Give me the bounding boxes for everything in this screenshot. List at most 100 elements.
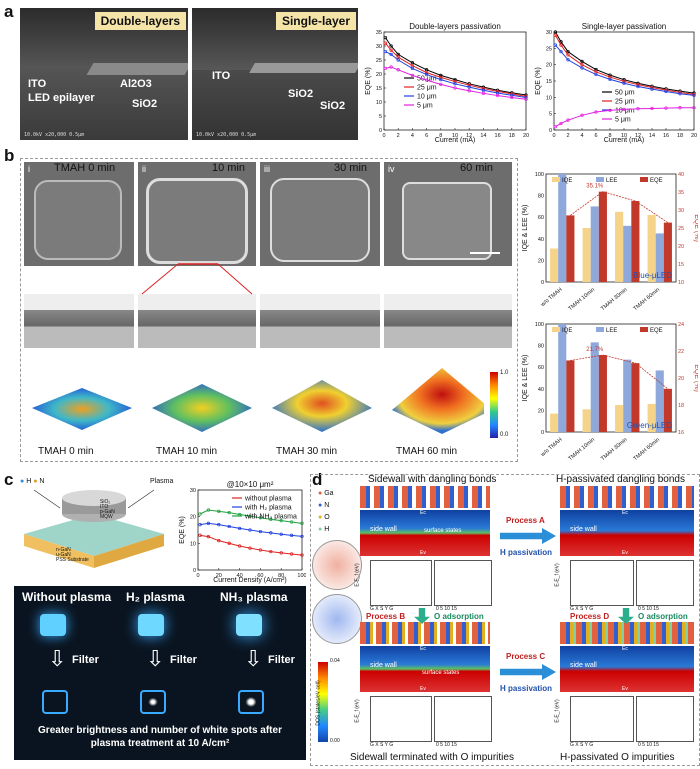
sem-roman-2: iii — [264, 164, 270, 174]
chip-inner-30 — [270, 178, 370, 262]
bar-EQE-2 — [631, 201, 640, 282]
legend-label-2: EQE — [650, 328, 663, 334]
dft-tr-dos — [636, 560, 694, 606]
dft-br-dos — [636, 696, 694, 742]
layer-4: n-GaN — [56, 547, 71, 553]
ylabel-tr: E-E_f (eV) — [554, 563, 561, 587]
filtered-0 — [42, 690, 68, 714]
dft-tl-states: surface states — [424, 528, 462, 534]
category-label-0: w/o TMAH — [539, 287, 563, 309]
series-point-0 — [289, 552, 294, 556]
sem-label-sio2-a: SiO2 — [288, 88, 314, 100]
series-point-0 — [269, 549, 273, 554]
series-point-1 — [553, 33, 558, 37]
x-tick-label: 18 — [677, 133, 683, 139]
y-tick-label: 15 — [546, 79, 552, 85]
dft-bl-band — [360, 646, 490, 692]
series-point-3 — [580, 113, 584, 117]
filter-arrow-2-icon: ⇩ — [244, 646, 263, 671]
series-line-0 — [200, 534, 303, 556]
sem-label-sio2: SiO2 — [132, 98, 158, 110]
filter-label-2: Filter — [268, 654, 295, 666]
cross-section-60 — [384, 294, 512, 348]
dft-tl-dos — [434, 560, 492, 606]
series-point-2 — [559, 49, 563, 54]
sem-meta-left: 10.0kV x20,000 0.5µm — [24, 132, 85, 138]
legend-label-1: LEE — [606, 328, 617, 334]
dft-tl-bands — [370, 560, 432, 606]
bar-IQE-2 — [615, 211, 624, 282]
dos-max: 0.04 — [330, 658, 340, 664]
category-label-2: TMAH 30min — [600, 437, 628, 462]
panel-a-letter: a — [4, 2, 14, 21]
series-line-2 — [199, 509, 303, 524]
x-tick-label: 14 — [480, 133, 486, 139]
emis-title-0: Without plasma — [22, 590, 112, 604]
crystal-zoom-2 — [312, 594, 362, 644]
x-tick-label: 14 — [649, 133, 655, 139]
layer-1: ITO — [100, 504, 109, 510]
series-point-2 — [664, 89, 668, 94]
dft-bl-ev: Ev — [420, 686, 426, 692]
series-point-2 — [608, 77, 612, 82]
colorbar-max: 1.0 — [500, 370, 509, 376]
sem-layer-al2o3 — [86, 63, 188, 75]
series-point-2 — [258, 516, 263, 520]
eqe-annotation: 21.7% — [586, 347, 604, 353]
y-tick-label: 0 — [549, 128, 552, 134]
dft-bl-bands — [370, 696, 432, 742]
series-line-1 — [200, 522, 303, 537]
series-point-1 — [622, 79, 626, 83]
map-0 — [32, 388, 132, 430]
series-point-1 — [580, 63, 584, 67]
device-label: Green-μLED — [627, 421, 672, 430]
cross-section-10 — [138, 294, 256, 348]
x-tick-label: 4 — [580, 133, 583, 139]
dft-tr-ec: Ec — [622, 510, 628, 516]
y-right-tick-label: 18 — [678, 403, 684, 409]
dft-tl-sidewall: side wall — [370, 526, 397, 533]
y-left-tick-label: 80 — [538, 344, 544, 350]
tag-double-layers: Double-layers — [94, 12, 186, 30]
title-tr: H-passivated dangling bonds — [556, 474, 685, 485]
atom-n: N — [324, 502, 330, 509]
layer-2: p-GaN — [100, 509, 115, 515]
series-line-0 — [554, 31, 695, 94]
chart-plasma-eqe: @10×10 μm² Current Density (A/cm²) EQE (%)… — [179, 480, 306, 584]
sem-chip-30 — [260, 162, 380, 266]
series-point-2 — [383, 49, 388, 54]
y-left-tick-label: 100 — [535, 322, 544, 328]
series-point-2 — [510, 93, 514, 97]
bar-IQE-1 — [582, 228, 591, 282]
x-tick-label: 10 — [452, 133, 458, 139]
bar-EQE-0 — [566, 215, 575, 282]
atom-o: O — [324, 514, 330, 521]
y-tick-label: 20 — [376, 72, 382, 78]
dft-br-kpath: G X S Y G — [570, 742, 594, 748]
dft-tr-dosaxis: 0 5 10 15 — [638, 606, 659, 612]
bar-EQE-1 — [598, 355, 607, 432]
series-point-1 — [636, 82, 640, 87]
series-point-0 — [198, 533, 202, 537]
y-left-tick-label: 80 — [538, 194, 544, 200]
legend-swatch-1 — [596, 327, 604, 332]
y-tick-label: 35 — [376, 30, 382, 36]
series-point-0 — [580, 59, 584, 64]
legend-label-0: 50 μm — [615, 90, 635, 97]
panel-b-letter: b — [4, 146, 15, 165]
x-tick-label: 16 — [663, 133, 669, 139]
series-point-2 — [424, 72, 429, 77]
legend-label-0: IQE — [562, 328, 572, 334]
y-left-label: IQE & LEE (%) — [522, 205, 529, 252]
bar-IQE-3 — [647, 215, 656, 282]
y-left-tick-label: 40 — [538, 387, 544, 393]
chip-inner-10 — [146, 178, 248, 264]
atom-ga: Ga — [324, 490, 334, 497]
dft-br-ev: Ev — [622, 686, 628, 692]
series-point-2 — [289, 520, 294, 524]
legend-label-1: with H₂ plasma — [244, 505, 292, 512]
series-point-2 — [636, 84, 640, 89]
chart-double-layers: Double-layers passivation Current (mA) EQE… — [365, 22, 529, 144]
series-point-1 — [217, 523, 221, 527]
series-point-2 — [248, 514, 252, 518]
